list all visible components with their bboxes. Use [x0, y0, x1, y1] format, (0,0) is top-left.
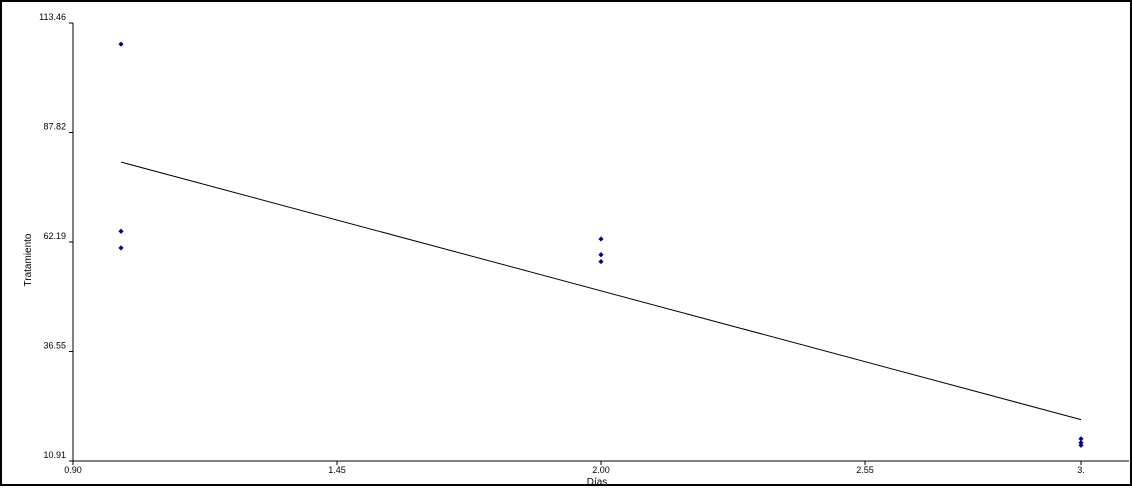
y-tick-label: 87.82	[43, 122, 66, 132]
x-tick-label: 1.45	[328, 465, 346, 475]
data-point	[1078, 436, 1084, 442]
regression-line	[120, 161, 1082, 421]
data-points	[118, 41, 1084, 448]
data-point	[118, 245, 124, 251]
x-tick-label: 0.90	[64, 465, 82, 475]
data-point	[118, 41, 124, 47]
y-tick-label: 62.19	[43, 231, 66, 241]
y-tick-label: 36.55	[43, 340, 66, 350]
data-point	[598, 258, 604, 265]
y-tick-label: 10.91	[43, 450, 66, 460]
data-point	[1078, 442, 1084, 448]
axes	[72, 23, 1129, 462]
y-axis-ticks: 10.91 36.55 62.19 87.82 113.46	[39, 12, 73, 462]
data-point	[118, 228, 124, 234]
x-axis-ticks: 0.90 1.45 2.00 2.55 3.	[64, 461, 1085, 475]
x-tick-label: 2.00	[592, 465, 610, 475]
y-axis-title: Tratamiento	[23, 233, 34, 286]
data-point	[598, 252, 604, 258]
trend-line-group	[120, 161, 1082, 421]
x-tick-label: 3.	[1077, 465, 1085, 475]
x-axis-title: Días	[587, 477, 608, 488]
y-tick-label: 113.46	[39, 12, 66, 22]
x-tick-label: 2.55	[856, 465, 874, 475]
data-point	[598, 236, 604, 242]
